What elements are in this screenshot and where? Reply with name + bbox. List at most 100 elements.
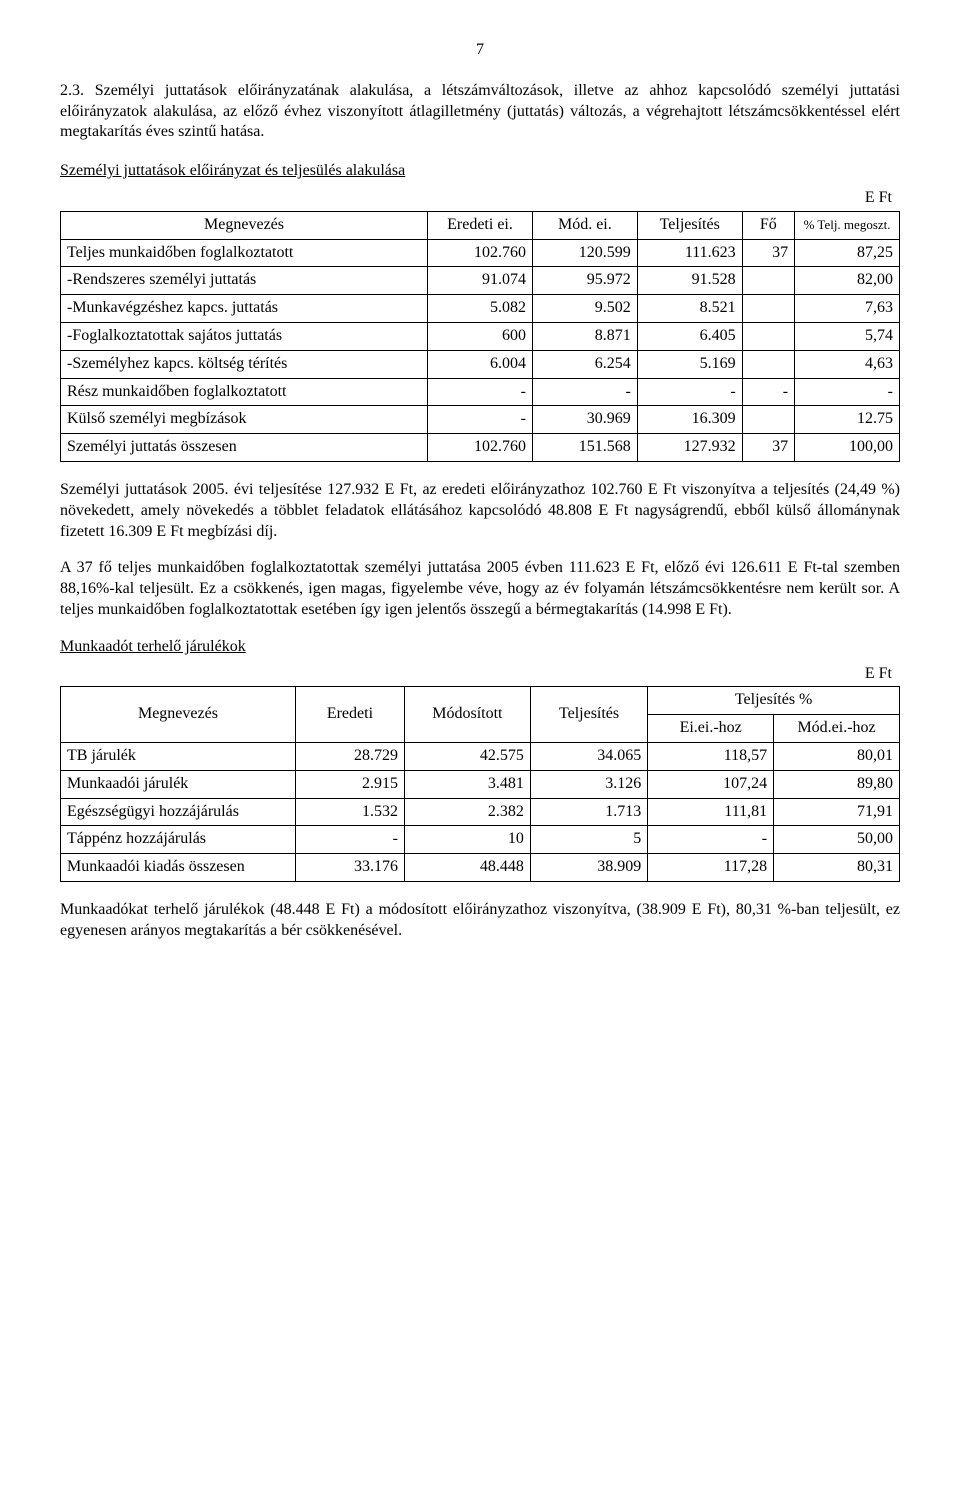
table-munkaadot-terhelo: Megnevezés Eredeti Módosított Teljesítés… xyxy=(60,686,900,882)
table-row: -Rendszeres személyi juttatás 91.074 95.… xyxy=(61,267,900,295)
cell: - xyxy=(637,378,742,406)
cell: - xyxy=(295,826,404,854)
cell: 111,81 xyxy=(648,798,774,826)
cell: 107,24 xyxy=(648,770,774,798)
cell: - xyxy=(648,826,774,854)
cell: 117,28 xyxy=(648,854,774,882)
th-modositott: Módosított xyxy=(404,687,530,743)
cell: 42.575 xyxy=(404,742,530,770)
paragraph-2: A 37 fő teljes munkaidőben foglalkoztato… xyxy=(60,558,900,620)
cell: - xyxy=(742,378,794,406)
cell: 4,63 xyxy=(795,350,900,378)
table-row: -Személyhez kapcs. költség térítés 6.004… xyxy=(61,350,900,378)
th-teljesites: Teljesítés xyxy=(530,687,647,743)
cell: 8.521 xyxy=(637,295,742,323)
cell: 10 xyxy=(404,826,530,854)
cell: - xyxy=(532,378,637,406)
cell: 12.75 xyxy=(795,406,900,434)
th-megnevezes: Megnevezés xyxy=(61,211,428,239)
cell-label: -Személyhez kapcs. költség térítés xyxy=(61,350,428,378)
cell: 100,00 xyxy=(795,434,900,462)
th-eredeti: Eredeti ei. xyxy=(428,211,533,239)
cell: 82,00 xyxy=(795,267,900,295)
cell-label: Külső személyi megbízások xyxy=(61,406,428,434)
cell: 30.969 xyxy=(532,406,637,434)
table-row: Külső személyi megbízások - 30.969 16.30… xyxy=(61,406,900,434)
cell: 6.254 xyxy=(532,350,637,378)
paragraph-1: Személyi juttatások 2005. évi teljesítés… xyxy=(60,480,900,542)
cell: 9.502 xyxy=(532,295,637,323)
th-telj-pct: Teljesítés % xyxy=(648,687,900,715)
cell: 37 xyxy=(742,434,794,462)
th-teljesites: Teljesítés xyxy=(637,211,742,239)
cell xyxy=(742,322,794,350)
table-row: Teljes munkaidőben foglalkoztatott 102.7… xyxy=(61,239,900,267)
table-row: TB járulék 28.729 42.575 34.065 118,57 8… xyxy=(61,742,900,770)
cell-label: Táppénz hozzájárulás xyxy=(61,826,296,854)
cell xyxy=(742,350,794,378)
th-mod-hoz: Mód.ei.-hoz xyxy=(774,715,900,743)
cell xyxy=(742,267,794,295)
cell-label: Munkaadói kiadás összesen xyxy=(61,854,296,882)
cell: 151.568 xyxy=(532,434,637,462)
table-row: -Foglalkoztatottak sajátos juttatás 600 … xyxy=(61,322,900,350)
cell-label: Teljes munkaidőben foglalkoztatott xyxy=(61,239,428,267)
cell: 120.599 xyxy=(532,239,637,267)
th-telj-pct: % Telj. megoszt. xyxy=(795,211,900,239)
cell: 102.760 xyxy=(428,434,533,462)
table-row: Munkaadói kiadás összesen 33.176 48.448 … xyxy=(61,854,900,882)
cell: 600 xyxy=(428,322,533,350)
cell-label: Rész munkaidőben foglalkoztatott xyxy=(61,378,428,406)
cell: 89,80 xyxy=(774,770,900,798)
cell: 16.309 xyxy=(637,406,742,434)
cell: 6.004 xyxy=(428,350,533,378)
paragraph-3: Munkaadókat terhelő járulékok (48.448 E … xyxy=(60,900,900,942)
th-fo: Fő xyxy=(742,211,794,239)
cell-label: Egészségügyi hozzájárulás xyxy=(61,798,296,826)
cell: 111.623 xyxy=(637,239,742,267)
page-number: 7 xyxy=(60,40,900,61)
cell: 33.176 xyxy=(295,854,404,882)
cell: - xyxy=(428,406,533,434)
cell-label: Személyi juttatás összesen xyxy=(61,434,428,462)
th-ei-hoz: Ei.ei.-hoz xyxy=(648,715,774,743)
cell: 3.481 xyxy=(404,770,530,798)
cell: - xyxy=(795,378,900,406)
cell-label: -Munkavégzéshez kapcs. juttatás xyxy=(61,295,428,323)
cell: 1.532 xyxy=(295,798,404,826)
cell xyxy=(742,295,794,323)
table-row: -Munkavégzéshez kapcs. juttatás 5.082 9.… xyxy=(61,295,900,323)
cell-label: Munkaadói járulék xyxy=(61,770,296,798)
cell: 6.405 xyxy=(637,322,742,350)
table-row: Munkaadói járulék 2.915 3.481 3.126 107,… xyxy=(61,770,900,798)
table2-title: Munkaadót terhelő járulékok xyxy=(60,637,900,658)
cell: 5 xyxy=(530,826,647,854)
cell: 91.074 xyxy=(428,267,533,295)
cell: 91.528 xyxy=(637,267,742,295)
cell: 87,25 xyxy=(795,239,900,267)
cell-label: TB járulék xyxy=(61,742,296,770)
cell-label: -Rendszeres személyi juttatás xyxy=(61,267,428,295)
cell: 5.169 xyxy=(637,350,742,378)
table1-title: Személyi juttatások előirányzat és telje… xyxy=(60,161,900,182)
cell: 8.871 xyxy=(532,322,637,350)
table-row: Egészségügyi hozzájárulás 1.532 2.382 1.… xyxy=(61,798,900,826)
cell: 2.382 xyxy=(404,798,530,826)
cell: 37 xyxy=(742,239,794,267)
cell: 38.909 xyxy=(530,854,647,882)
cell: 71,91 xyxy=(774,798,900,826)
cell: 80,31 xyxy=(774,854,900,882)
th-eredeti: Eredeti xyxy=(295,687,404,743)
cell: 3.126 xyxy=(530,770,647,798)
table-row: Táppénz hozzájárulás - 10 5 - 50,00 xyxy=(61,826,900,854)
cell: 80,01 xyxy=(774,742,900,770)
cell xyxy=(742,406,794,434)
cell: 5.082 xyxy=(428,295,533,323)
cell: 1.713 xyxy=(530,798,647,826)
cell: 28.729 xyxy=(295,742,404,770)
section-heading: 2.3. Személyi juttatások előirányzatának… xyxy=(60,81,900,143)
cell: 2.915 xyxy=(295,770,404,798)
cell: 102.760 xyxy=(428,239,533,267)
cell: 48.448 xyxy=(404,854,530,882)
eft-label-2: E Ft xyxy=(60,664,900,685)
